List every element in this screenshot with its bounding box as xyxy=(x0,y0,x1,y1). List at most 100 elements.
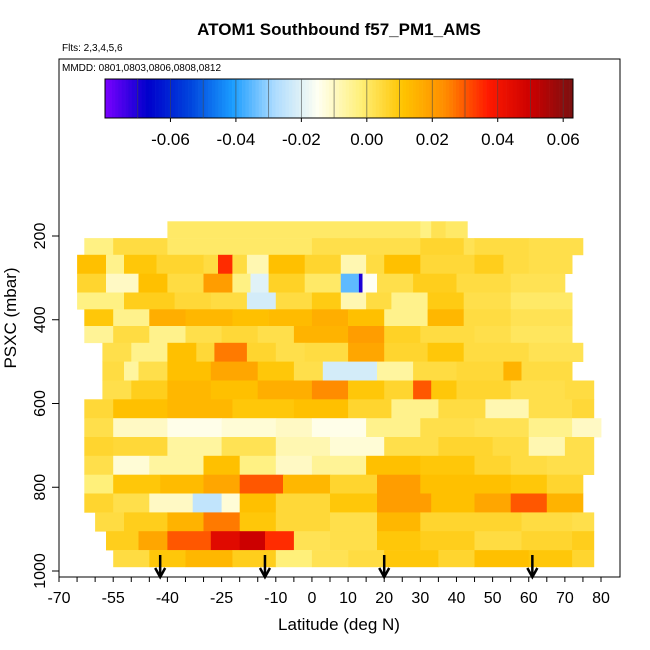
heatmap-cell xyxy=(384,342,428,362)
heatmap-cell xyxy=(330,512,378,532)
colorbar-swatch xyxy=(499,79,504,118)
heatmap-cell xyxy=(246,342,277,362)
heatmap-cell xyxy=(474,418,530,438)
heatmap-cell xyxy=(348,550,385,568)
colorbar-swatch xyxy=(345,79,350,118)
y-tick-label: 600 xyxy=(32,390,49,417)
heatmap-cell xyxy=(564,437,595,457)
heatmap-cell xyxy=(572,399,595,419)
colorbar-swatch xyxy=(546,79,550,118)
heatmap-cell xyxy=(503,254,530,274)
colorbar-swatch xyxy=(482,79,487,118)
colorbar-swatch xyxy=(188,79,193,118)
x-tick-label: -40 xyxy=(156,590,179,607)
chart-title: ATOM1 Southbound f57_PM1_AMS xyxy=(197,20,481,39)
heatmap-cell xyxy=(167,273,204,293)
heatmap-cell xyxy=(124,512,168,532)
heatmap-cell xyxy=(275,437,331,457)
colorbar-swatch xyxy=(255,79,260,118)
colorbar-swatch xyxy=(459,79,463,118)
heatmap-cell xyxy=(293,531,331,551)
heatmap-cell xyxy=(572,531,595,551)
colorbar-swatch xyxy=(105,79,109,118)
heatmap-cell xyxy=(474,254,504,274)
heatmap-cell xyxy=(564,380,595,400)
heatmap-cell xyxy=(138,273,168,293)
x-tick-label: 0 xyxy=(307,590,316,607)
heatmap-cell xyxy=(113,238,168,256)
colorbar: -0.06 -0.04 -0.02 0.00 0.02 0.04 0.06 xyxy=(104,78,580,149)
plot-frame xyxy=(58,58,621,578)
colorbar-swatch xyxy=(292,79,296,118)
heatmap-cell xyxy=(250,273,269,293)
colorbar-swatch xyxy=(145,79,149,118)
colorbar-swatch xyxy=(312,79,316,118)
colorbar-swatch xyxy=(542,79,547,118)
heatmap-cell xyxy=(366,418,421,438)
heatmap-cell xyxy=(348,309,385,327)
heatmap-cell xyxy=(438,550,475,568)
heatmap-cell xyxy=(149,455,204,475)
colorbar-swatch xyxy=(201,79,206,118)
colorbar-swatch xyxy=(352,79,357,118)
colorbar-swatch xyxy=(225,79,229,118)
colorbar-swatch xyxy=(118,79,123,118)
colorbar-swatch xyxy=(171,79,176,118)
colorbar-swatch xyxy=(242,79,246,118)
colorbar-swatch xyxy=(288,79,293,118)
heatmap-cell xyxy=(384,550,439,568)
heatmap-cell xyxy=(167,221,421,239)
colorbar-swatch xyxy=(295,79,300,118)
heatmap-cell xyxy=(420,238,465,256)
colorbar-swatch xyxy=(402,79,407,118)
colorbar-swatch xyxy=(422,79,427,118)
heatmap-cell xyxy=(185,550,233,568)
colorbar-swatch xyxy=(415,79,420,118)
x-tick-label: -25 xyxy=(210,590,233,607)
colorbar-swatch xyxy=(262,79,266,118)
colorbar-swatch xyxy=(165,79,169,118)
heatmap-cell xyxy=(84,418,114,438)
heatmap-cell xyxy=(203,455,240,475)
heatmap-cell xyxy=(196,342,215,362)
heatmap-cell xyxy=(474,550,530,568)
heatmap-cell xyxy=(167,399,233,419)
heatmap-cell xyxy=(503,361,522,381)
heatmap-cell xyxy=(456,273,512,293)
heatmap-cell xyxy=(521,361,573,381)
heatmap-cell xyxy=(275,512,331,532)
colorbar-swatch xyxy=(452,79,457,118)
colorbar-swatch xyxy=(399,79,403,118)
heatmap-cell xyxy=(348,399,392,419)
heatmap-cell xyxy=(340,292,367,310)
x-axis-title: Latitude (deg N) xyxy=(278,615,400,634)
colorbar-swatch xyxy=(125,79,129,118)
heatmap-cell xyxy=(167,418,222,438)
heatmap-cell xyxy=(474,493,511,513)
colorbar-swatch xyxy=(305,79,310,118)
heatmap-cell xyxy=(474,531,522,551)
heatmap-cell xyxy=(420,455,475,475)
heatmap-cell xyxy=(510,380,566,400)
colorbar-swatch xyxy=(516,79,520,118)
colorbar-swatch xyxy=(552,79,557,118)
heatmap-cell xyxy=(474,326,511,344)
heatmap-cell xyxy=(413,361,457,381)
heatmap-cell xyxy=(420,326,475,344)
colorbar-swatch xyxy=(419,79,423,118)
y-tick-label: 1000 xyxy=(32,553,49,589)
x-axis: -70 -55 -40 -25 -10 0 10 20 30 40 50 60 70 80 xyxy=(47,577,610,607)
colorbar-swatch xyxy=(369,79,373,118)
colorbar-swatch xyxy=(442,79,447,118)
x-tick-label: -55 xyxy=(102,590,125,607)
heatmap-cell xyxy=(275,455,313,475)
colorbar-swatch xyxy=(222,79,226,118)
colorbar-swatch xyxy=(285,79,290,118)
heatmap-cell xyxy=(239,512,277,532)
heatmap-cell xyxy=(113,437,168,457)
heatmap-cell xyxy=(485,399,530,419)
heatmap-cell xyxy=(218,254,233,274)
heatmap-cell xyxy=(391,399,439,419)
dates-subtitle: MMDD: 0801,0803,0806,0808,0812 xyxy=(62,63,221,74)
heatmap-cell xyxy=(221,437,277,457)
